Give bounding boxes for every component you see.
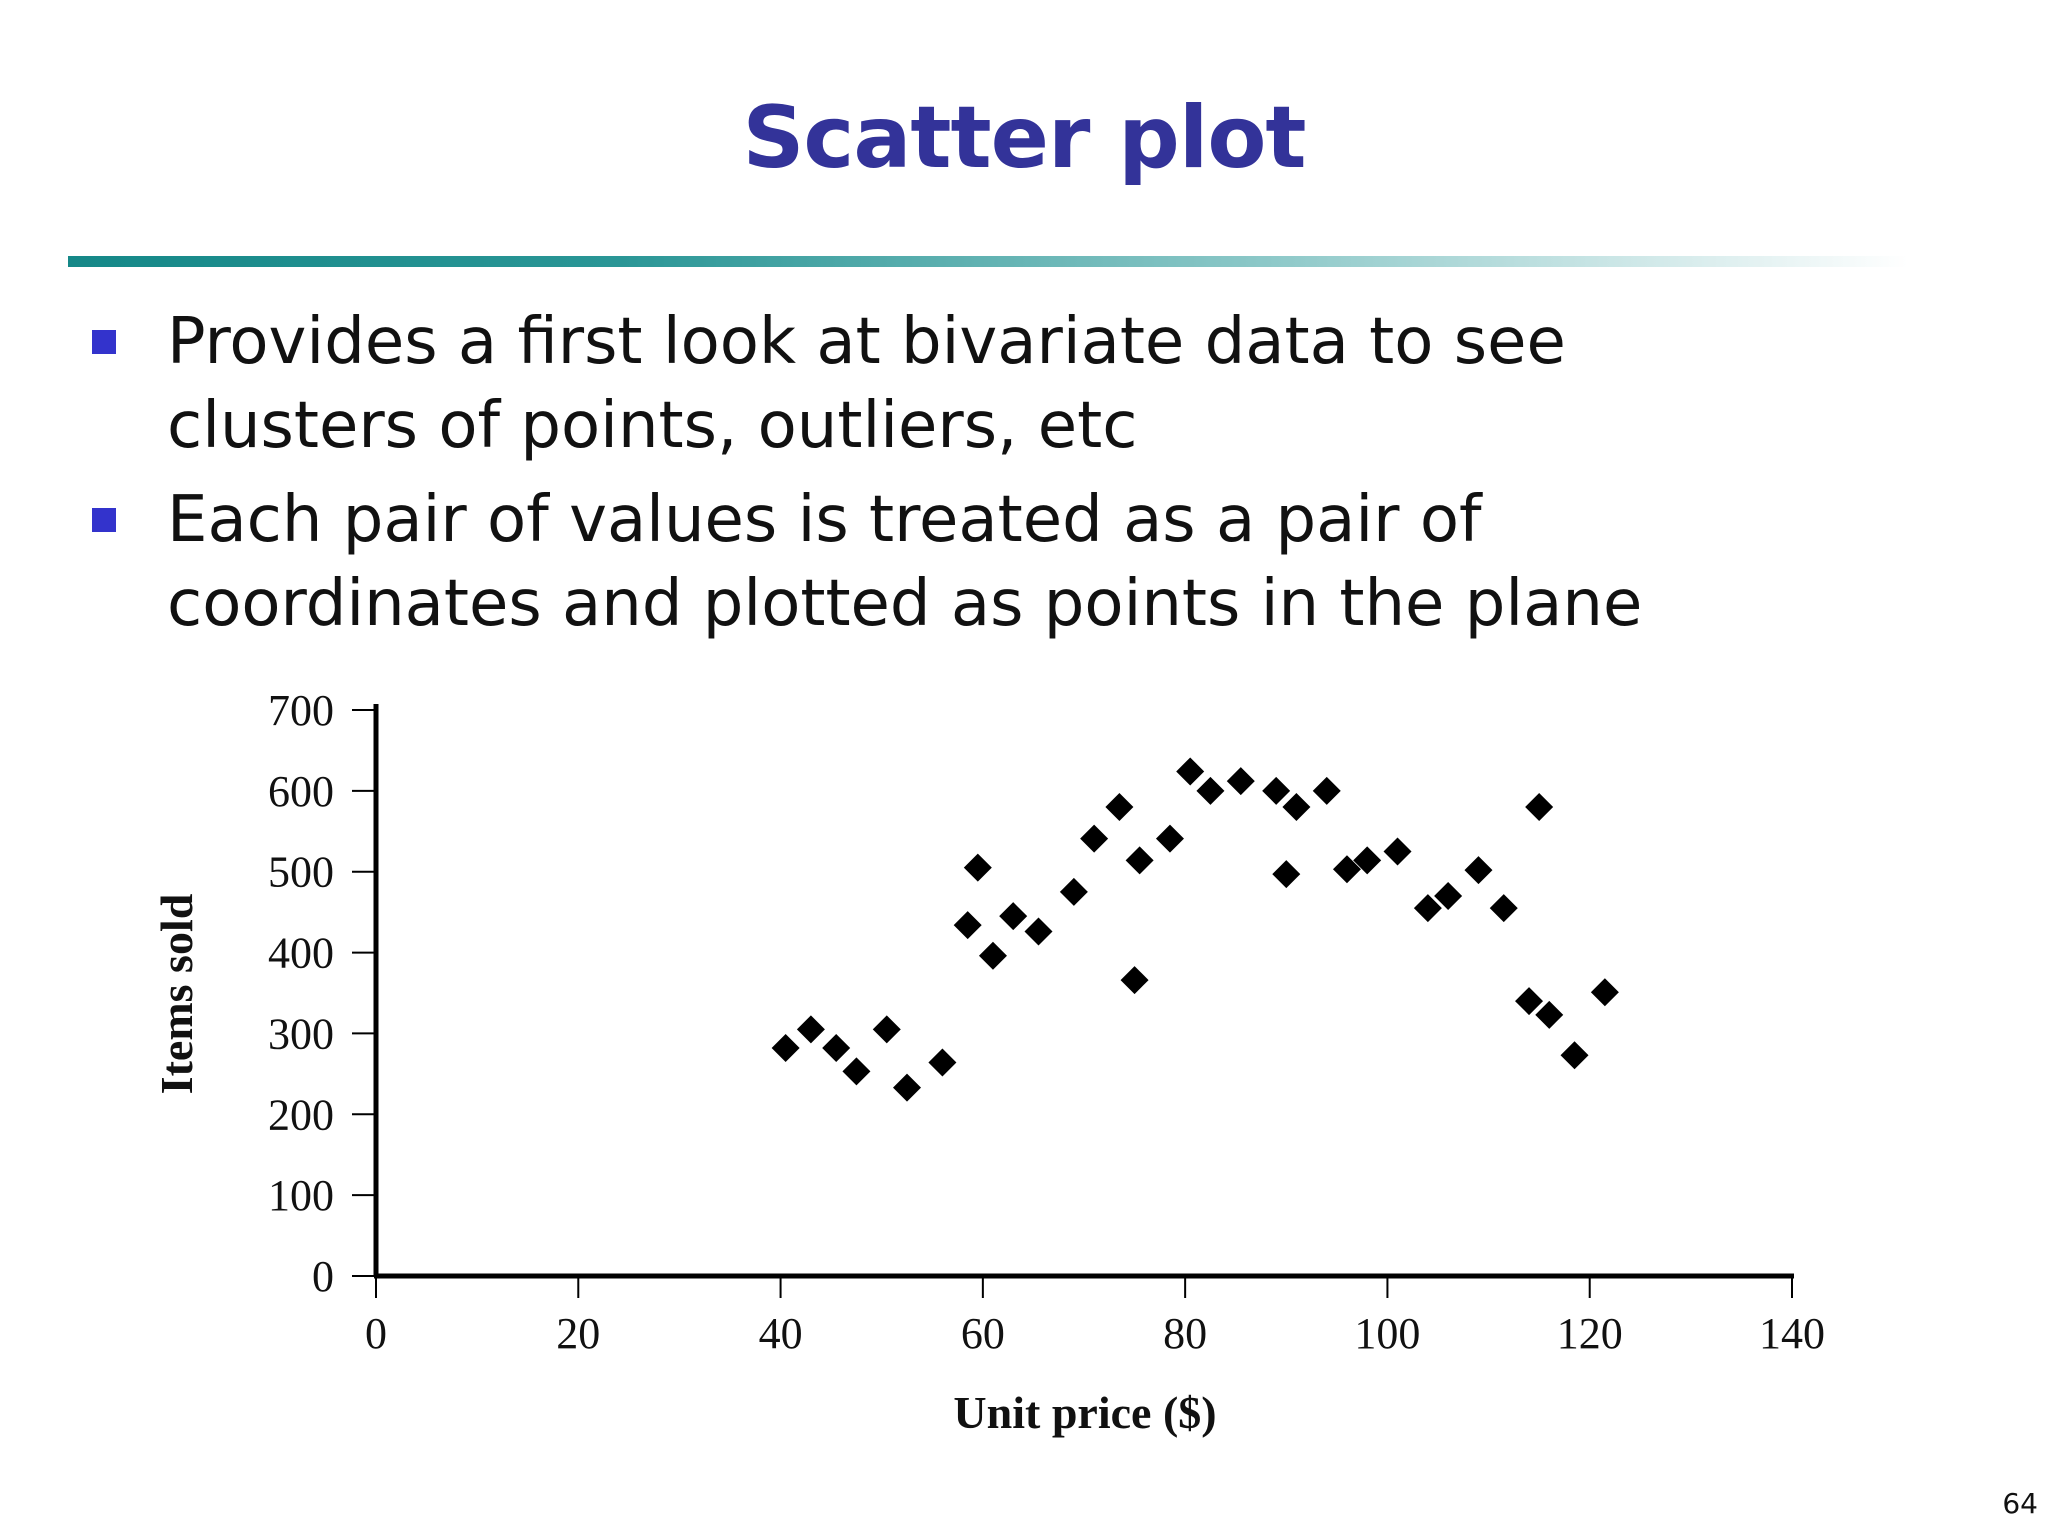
y-tick-label: 600 — [268, 767, 334, 816]
scatter-point — [1155, 824, 1184, 853]
chart-points — [771, 757, 1619, 1102]
scatter-point — [1105, 793, 1134, 822]
scatter-point — [1282, 793, 1311, 822]
scatter-point — [1262, 776, 1291, 805]
scatter-point — [1535, 1000, 1564, 1029]
scatter-point — [1353, 846, 1382, 875]
scatter-point — [999, 902, 1028, 931]
scatter-point — [1434, 881, 1463, 910]
scatter-point — [1226, 767, 1255, 796]
x-axis-label: Unit price ($) — [953, 1387, 1216, 1438]
scatter-point — [1059, 877, 1088, 906]
x-tick-label: 40 — [759, 1309, 803, 1358]
scatter-point — [1383, 837, 1412, 866]
bullet-text: Provides a first look at bivariate data … — [167, 305, 1566, 463]
x-tick-label: 60 — [961, 1309, 1005, 1358]
chart-axes: 0 100 200 300 400 500 600 700 0 20 40 60 80 100 120 140 — [268, 686, 1825, 1358]
scatter-point — [963, 853, 992, 882]
scatter-point — [893, 1073, 921, 1102]
scatter-point — [1312, 776, 1341, 805]
x-tick-label: 0 — [365, 1309, 387, 1358]
scatter-point — [953, 911, 982, 940]
scatter-point — [1120, 966, 1149, 995]
scatter-point — [1515, 987, 1544, 1016]
x-tick-label: 80 — [1163, 1309, 1207, 1358]
title-divider — [68, 256, 1908, 267]
scatter-point — [1525, 793, 1554, 822]
scatter-point — [842, 1057, 871, 1086]
scatter-point — [822, 1033, 851, 1062]
y-tick-label: 0 — [312, 1252, 334, 1301]
y-tick-label: 500 — [268, 848, 334, 897]
y-tick-label: 200 — [268, 1090, 334, 1139]
y-axis-label: Items sold — [151, 893, 202, 1094]
scatter-point — [771, 1033, 800, 1062]
scatter-point — [1024, 917, 1053, 946]
scatter-point — [1332, 855, 1361, 884]
x-tick-label: 20 — [556, 1309, 600, 1358]
scatter-point — [1464, 856, 1493, 885]
scatter-point — [1489, 894, 1518, 923]
slide-title: Scatter plot — [742, 88, 1306, 188]
scatter-point — [1560, 1041, 1589, 1070]
scatter-point — [1125, 846, 1154, 875]
x-tick-label: 120 — [1557, 1309, 1623, 1358]
bullet-list: Provides a first look at bivariate data … — [0, 300, 2048, 656]
scatter-point — [1590, 978, 1619, 1007]
scatter-point — [1176, 757, 1205, 786]
y-tick-label: 100 — [268, 1171, 334, 1220]
y-tick-label: 300 — [268, 1009, 334, 1058]
bullet-item: Provides a first look at bivariate data … — [0, 300, 1760, 468]
y-tick-label: 400 — [268, 929, 334, 978]
y-tick-label: 700 — [268, 686, 334, 735]
x-tick-label: 140 — [1759, 1309, 1825, 1358]
scatter-point — [978, 941, 1007, 970]
scatter-point — [1196, 776, 1225, 805]
scatter-point — [928, 1048, 957, 1077]
scatter-point — [872, 1015, 901, 1044]
scatter-point — [1272, 860, 1301, 889]
scatter-chart: 0 100 200 300 400 500 600 700 0 20 40 60 80 100 120 140… — [151, 686, 1825, 1438]
square-bullet-icon — [92, 330, 116, 354]
scatter-point — [1413, 894, 1442, 923]
x-tick-label: 100 — [1354, 1309, 1420, 1358]
page-number: 64 — [2002, 1487, 2038, 1520]
bullet-text: Each pair of values is treated as a pair… — [167, 483, 1643, 641]
square-bullet-icon — [92, 508, 116, 532]
scatter-point — [1080, 824, 1109, 853]
scatter-point — [796, 1015, 825, 1044]
bullet-item: Each pair of values is treated as a pair… — [0, 478, 1760, 646]
